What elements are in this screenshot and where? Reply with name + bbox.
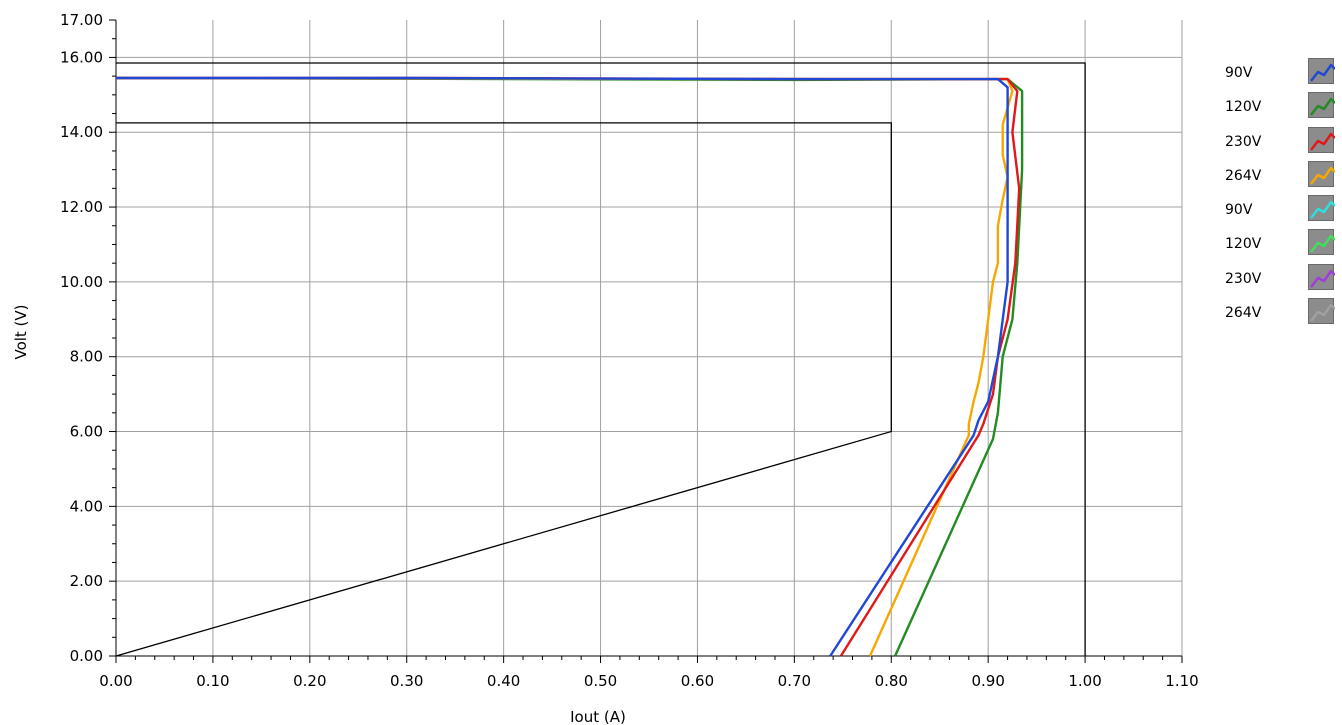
x-tick-label: 0.50 (584, 672, 617, 690)
legend-label: 230V (1225, 270, 1262, 287)
x-tick-label: 0.20 (293, 672, 326, 690)
legend-item[interactable]: 264V (1222, 160, 1337, 195)
series-lines (115, 76, 1024, 657)
axes (109, 19, 1183, 663)
legend-swatch[interactable] (1308, 58, 1335, 84)
y-tick-label: 14.00 (60, 123, 103, 141)
legend-swatch[interactable] (1308, 298, 1335, 325)
legend-label: 264V (1225, 167, 1262, 184)
x-tick-label: 0.40 (487, 672, 520, 690)
x-axis-title: Iout (A) (570, 708, 626, 725)
legend-item[interactable]: 120V (1222, 92, 1337, 126)
x-tick-label: 0.80 (875, 672, 908, 690)
legend-swatch[interactable] (1308, 92, 1335, 119)
x-tick-label: 0.90 (971, 672, 1004, 690)
legend-item[interactable]: 120V (1222, 229, 1337, 263)
limit-lines (115, 62, 1086, 657)
legend-item[interactable]: 90V (1222, 58, 1337, 92)
y-tick-label: 6.00 (70, 423, 103, 441)
y-axis-title: Volt (V) (12, 304, 30, 359)
legend-swatch[interactable] (1308, 126, 1335, 153)
x-tick-label: 0.00 (99, 672, 132, 690)
y-tick-label: 0.00 (70, 647, 103, 665)
legend-label: 230V (1225, 133, 1262, 150)
x-tick-label: 0.30 (390, 672, 423, 690)
y-tick-label: 17.00 (60, 11, 103, 29)
legend-label: 264V (1225, 305, 1262, 322)
legend-item[interactable]: 264V (1222, 298, 1337, 332)
legend-item[interactable]: 230V (1222, 263, 1337, 298)
tick-labels: 0.00 0.10 0.20 0.30 0.40 0.50 0.60 0.70 0.80 0.90… (60, 11, 1199, 690)
x-tick-label: 1.10 (1165, 672, 1198, 690)
y-tick-label: 4.00 (70, 497, 103, 515)
legend: 90V 120V 230V 264V 90V 120V 230V 264V (1222, 58, 1337, 332)
x-tick-label: 1.00 (1068, 672, 1101, 690)
legend-label: 120V (1225, 236, 1262, 253)
x-tick-label: 0.60 (681, 672, 714, 690)
legend-swatch[interactable] (1308, 229, 1335, 256)
x-tick-label: 0.10 (196, 672, 229, 690)
y-tick-label: 12.00 (60, 198, 103, 216)
legend-item[interactable]: 230V (1222, 126, 1337, 161)
grid (116, 20, 1183, 656)
x-tick-label: 0.70 (778, 672, 811, 690)
y-tick-label: 10.00 (60, 273, 103, 291)
lower-limit (115, 122, 892, 657)
series-line (116, 76, 1009, 657)
legend-label: 90V (1225, 65, 1253, 81)
legend-label: 90V (1225, 202, 1253, 219)
series-line (115, 76, 1014, 657)
legend-swatch[interactable] (1308, 160, 1335, 187)
y-tick-label: 2.00 (70, 572, 103, 590)
legend-swatch[interactable] (1308, 195, 1335, 222)
legend-item[interactable]: 90V (1222, 195, 1337, 229)
y-tick-label: 16.00 (60, 48, 103, 66)
y-tick-label: 8.00 (70, 348, 103, 366)
legend-swatch[interactable] (1308, 263, 1335, 290)
series-line (116, 76, 1021, 657)
legend-label: 120V (1225, 99, 1262, 116)
upper-limit (116, 62, 1086, 656)
